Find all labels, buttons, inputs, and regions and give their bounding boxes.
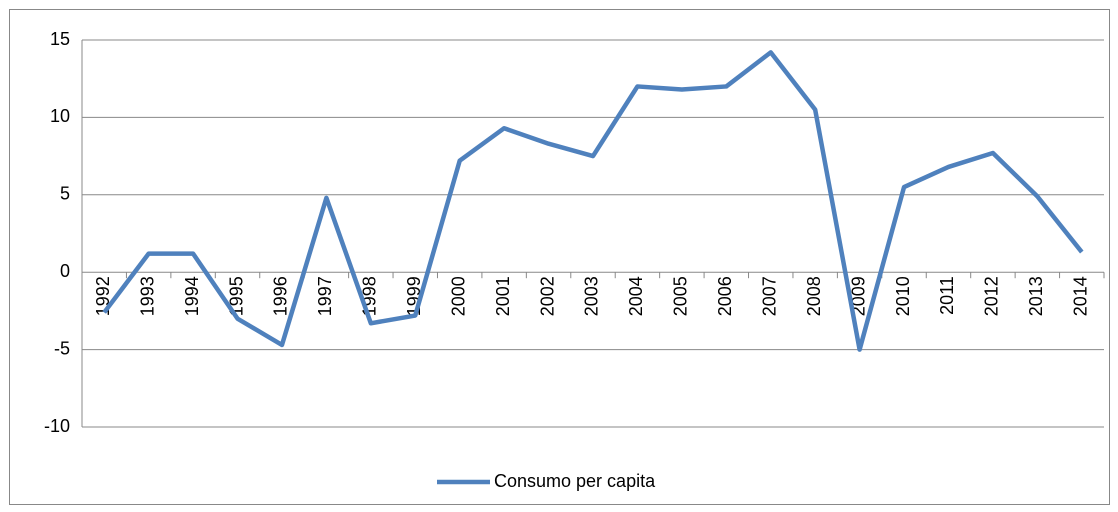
x-tick-label: 2004	[626, 276, 646, 316]
x-tick-label: 2014	[1071, 276, 1091, 316]
x-tick-label: 2010	[893, 276, 913, 316]
x-tick-label: 1994	[182, 276, 202, 316]
x-tick-label: 2000	[448, 276, 468, 316]
series-line	[102, 50, 1084, 352]
y-tick-label: 15	[50, 29, 70, 49]
y-tick-label: 10	[50, 106, 70, 126]
y-tick-label: -5	[54, 338, 70, 358]
y-tick-label: -10	[44, 416, 70, 436]
x-tick-label: 2001	[493, 276, 513, 316]
x-tick-label: 2006	[715, 276, 735, 316]
x-tick-label: 2012	[982, 276, 1002, 316]
x-tick-label: 1993	[137, 276, 157, 316]
x-tick-label: 2007	[759, 276, 779, 316]
y-tick-label: 5	[60, 184, 70, 204]
x-tick-label: 2002	[537, 276, 557, 316]
x-tick-label: 1992	[93, 276, 113, 316]
x-tick-label: 2003	[582, 276, 602, 316]
x-tick-label: 2005	[671, 276, 691, 316]
x-tick-label: 2008	[804, 276, 824, 316]
y-tick-label: 0	[60, 261, 70, 281]
x-tick-label: 1997	[315, 276, 335, 316]
x-tick-label: 2011	[937, 276, 957, 315]
x-tick-label: 2013	[1026, 276, 1046, 316]
x-tick-label: 1996	[271, 276, 291, 316]
legend-label: Consumo per capita	[494, 471, 656, 491]
chart-border	[9, 9, 1110, 505]
